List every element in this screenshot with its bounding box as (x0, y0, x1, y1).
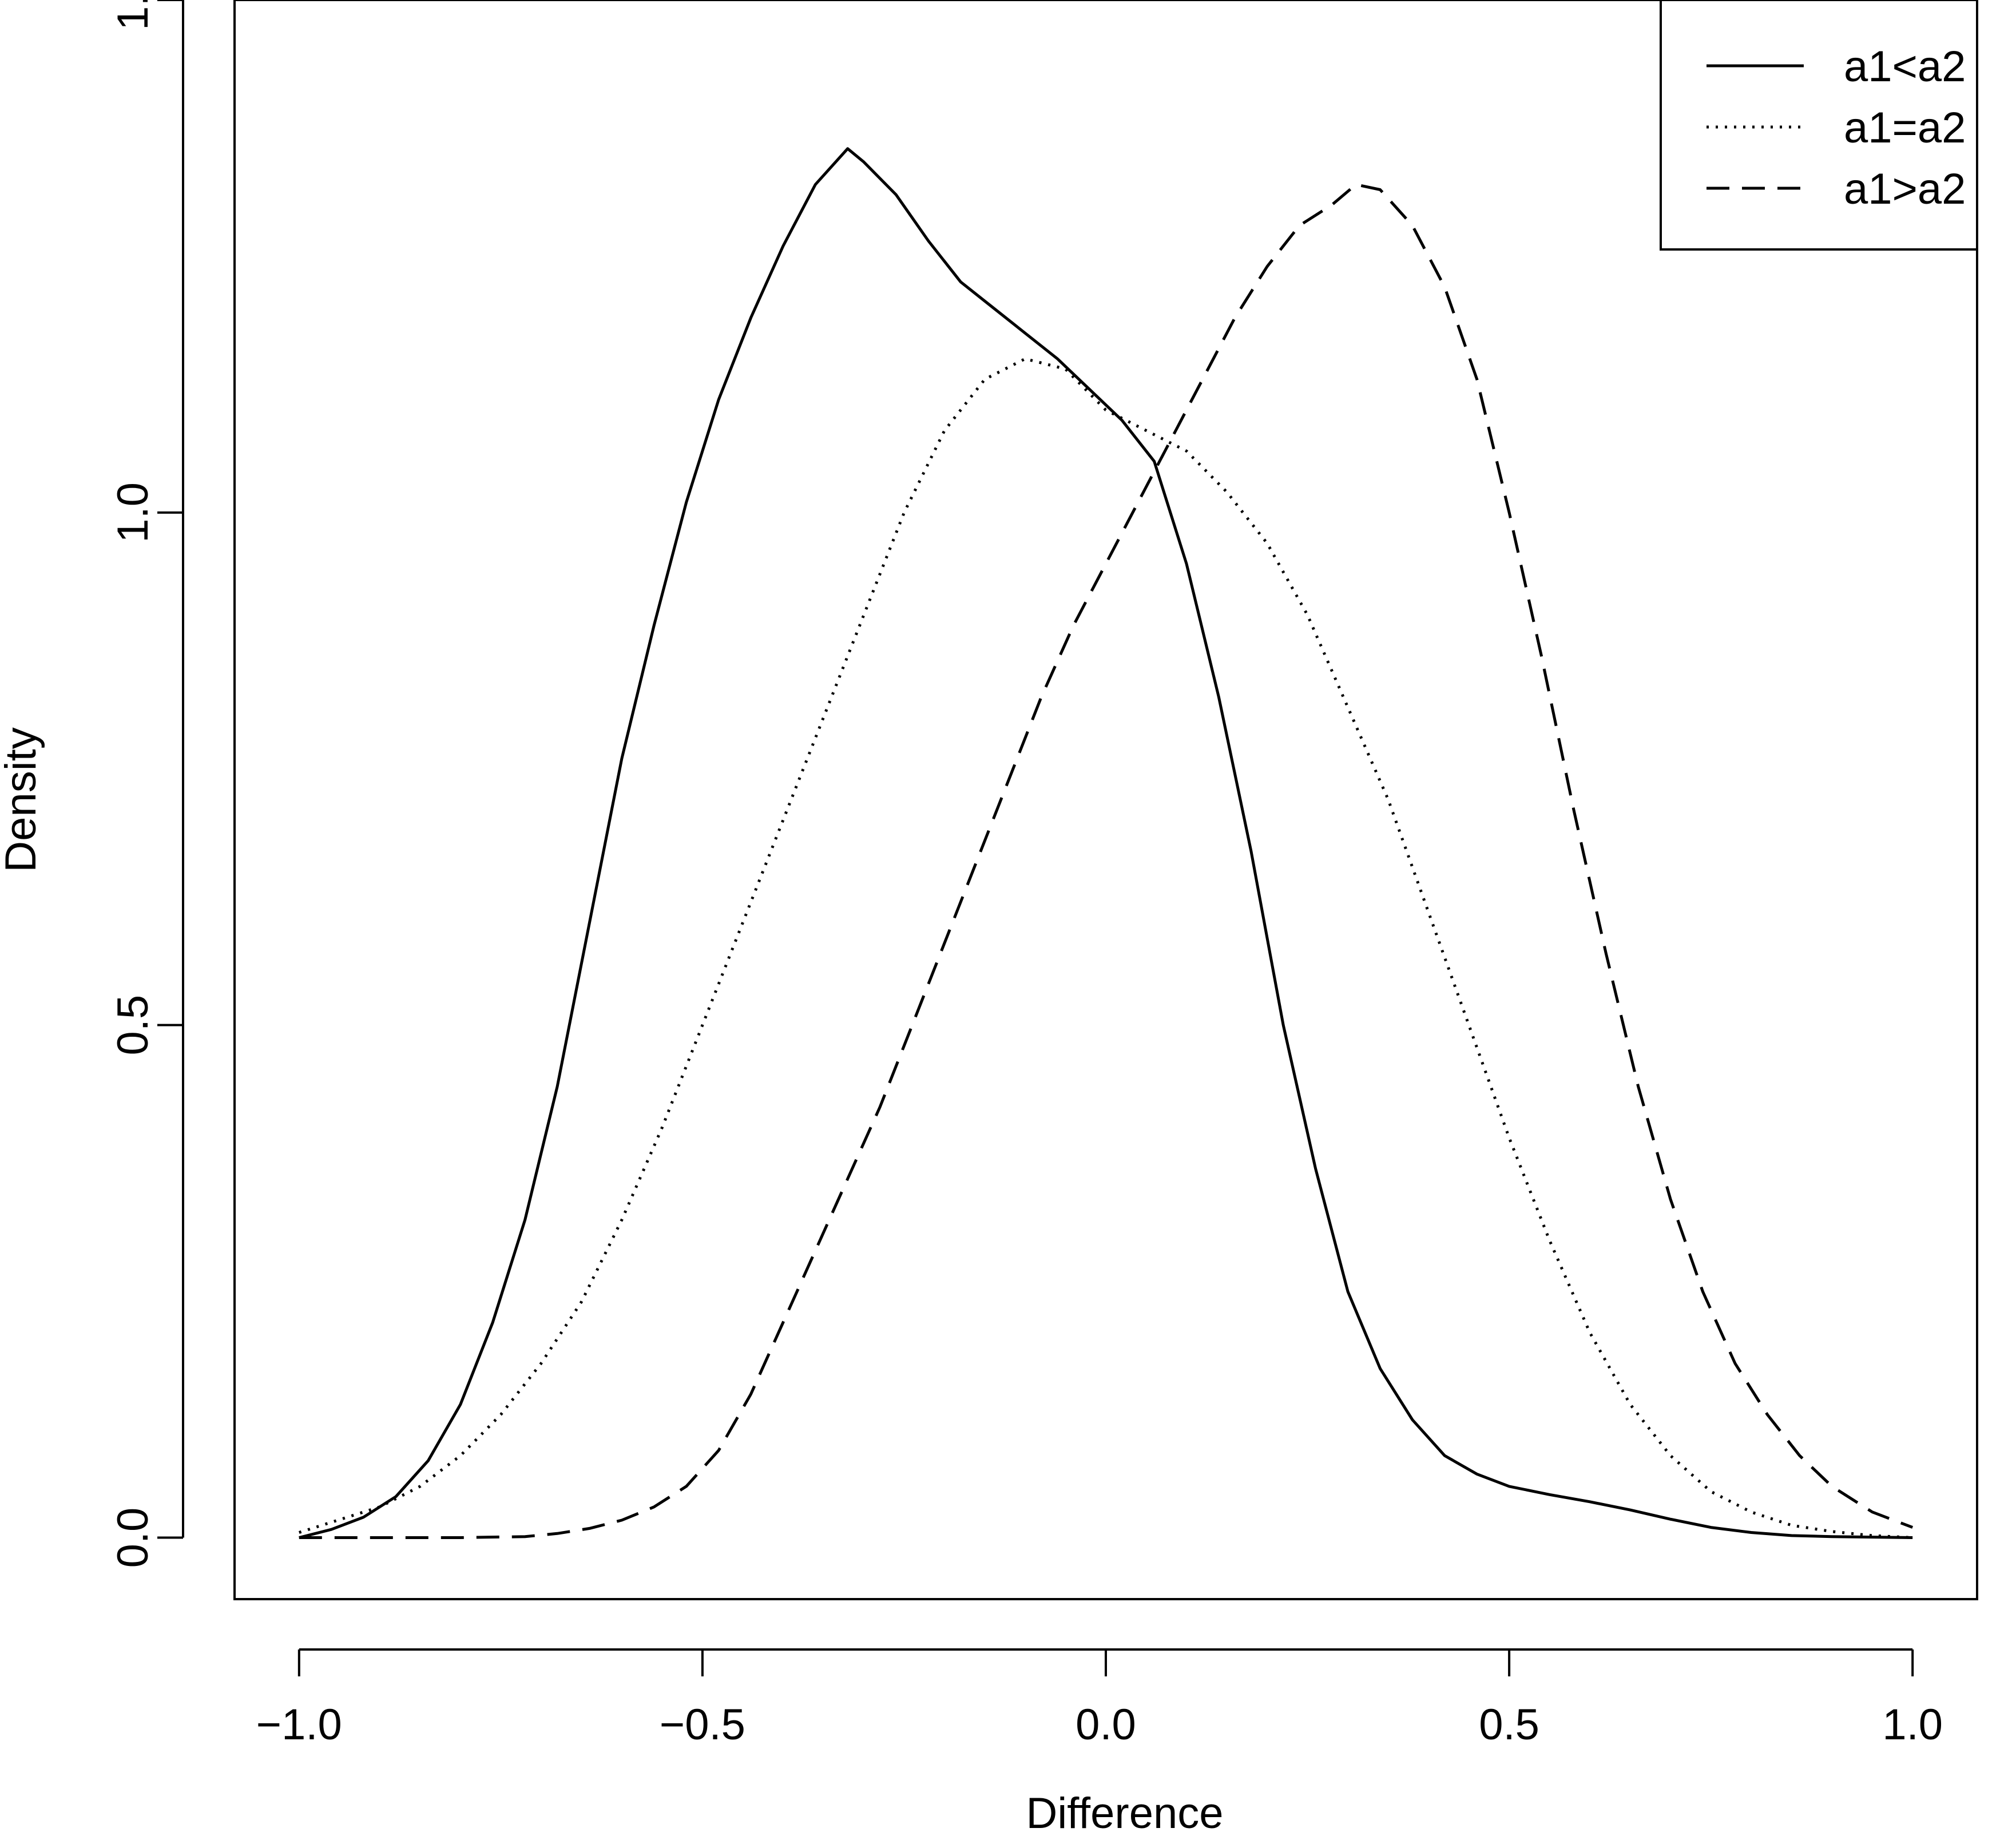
legend-label: a1>a2 (1844, 165, 1966, 213)
legend: a1<a2 a1=a2 a1>a2 (1660, 0, 1978, 251)
x-tick-label: 1.0 (1882, 1700, 1943, 1749)
series-line-1 (299, 147, 1913, 1539)
legend-label: a1<a2 (1844, 42, 1966, 91)
y-tick-label: 0.5 (109, 995, 157, 1056)
y-tick-label: 1.5 (109, 0, 157, 30)
y-tick-label: 1.0 (109, 482, 157, 543)
y-tick-label: 0.0 (109, 1508, 157, 1568)
legend-label: a1=a2 (1844, 104, 1966, 152)
plot-frame (233, 0, 1978, 1600)
y-axis: 0.0 0.5 1.0 1.5 (109, 0, 184, 1568)
x-axis: −1.0 −0.5 0.0 0.5 1.0 (256, 1648, 1943, 1749)
x-tick-label: −1.0 (256, 1700, 342, 1749)
series-line-2 (299, 357, 1913, 1539)
series-line-3 (299, 183, 1914, 1539)
x-axis-label: Difference (1026, 1789, 1223, 1832)
y-axis-label: Density (0, 727, 45, 872)
x-tick-label: −0.5 (660, 1700, 745, 1749)
plot-area (299, 147, 1914, 1539)
x-tick-label: 0.0 (1076, 1700, 1136, 1749)
x-tick-label: 0.5 (1479, 1700, 1539, 1749)
legend-box (1660, 0, 1978, 251)
